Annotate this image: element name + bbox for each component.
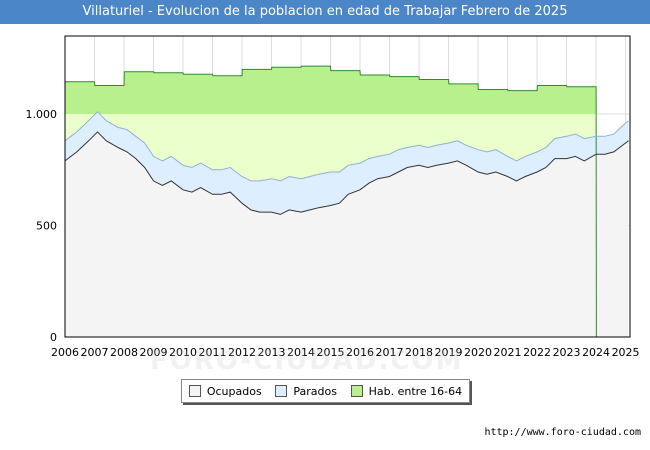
x-tick-label: 2025 <box>612 346 640 359</box>
hab-swatch <box>350 385 363 397</box>
x-tick-label: 2020 <box>464 346 492 359</box>
x-tick-label: 2011 <box>199 346 227 359</box>
x-tick-label: 2009 <box>140 346 168 359</box>
legend-item-hab: Hab. entre 16-64 <box>350 384 463 398</box>
hab-area <box>65 66 597 115</box>
legend-label-ocupados: Ocupados <box>206 384 262 398</box>
x-tick-label: 2013 <box>258 346 286 359</box>
x-tick-label: 2007 <box>81 346 109 359</box>
chart-legend: Ocupados Parados Hab. entre 16-64 <box>181 379 470 403</box>
ocupados-line <box>64 131 629 215</box>
x-tick-label: 2012 <box>228 346 256 359</box>
x-tick-label: 2015 <box>317 346 345 359</box>
x-tick-label: 2014 <box>287 346 315 359</box>
hab-line <box>65 65 597 338</box>
x-tick-label: 2006 <box>51 346 79 359</box>
y-tick-label: 500 <box>36 220 57 233</box>
legend-label-parados: Parados <box>293 384 337 398</box>
ocupados-area <box>65 131 629 337</box>
x-tick-label: 2021 <box>494 346 522 359</box>
watermark: FORO-CIUDAD.COM <box>150 346 464 376</box>
x-tick-label: 2017 <box>376 346 404 359</box>
parados-swatch <box>275 385 288 397</box>
y-tick-label: 0 <box>50 331 57 344</box>
x-tick-label: 2024 <box>582 346 610 359</box>
x-tick-label: 2018 <box>405 346 433 359</box>
ocupados-swatch <box>188 385 201 397</box>
source-url[interactable]: http://www.foro-ciudad.com <box>484 427 641 438</box>
parados-line <box>64 111 629 182</box>
legend-item-parados: Parados <box>275 385 337 398</box>
x-tick-label: 2008 <box>110 346 138 359</box>
plot-border <box>64 35 631 338</box>
y-tick-label: 1.000 <box>26 108 58 121</box>
x-tick-label: 2010 <box>169 346 197 359</box>
chart-title: Villaturiel - Evolucion de la poblacion … <box>0 0 650 24</box>
x-tick-label: 2023 <box>553 346 581 359</box>
x-tick-label: 2019 <box>435 346 463 359</box>
x-tick-label: 2022 <box>523 346 551 359</box>
legend-item-ocupados: Ocupados <box>188 384 262 398</box>
x-tick-label: 2016 <box>346 346 374 359</box>
legend-label-hab: Hab. entre 16-64 <box>368 384 463 398</box>
